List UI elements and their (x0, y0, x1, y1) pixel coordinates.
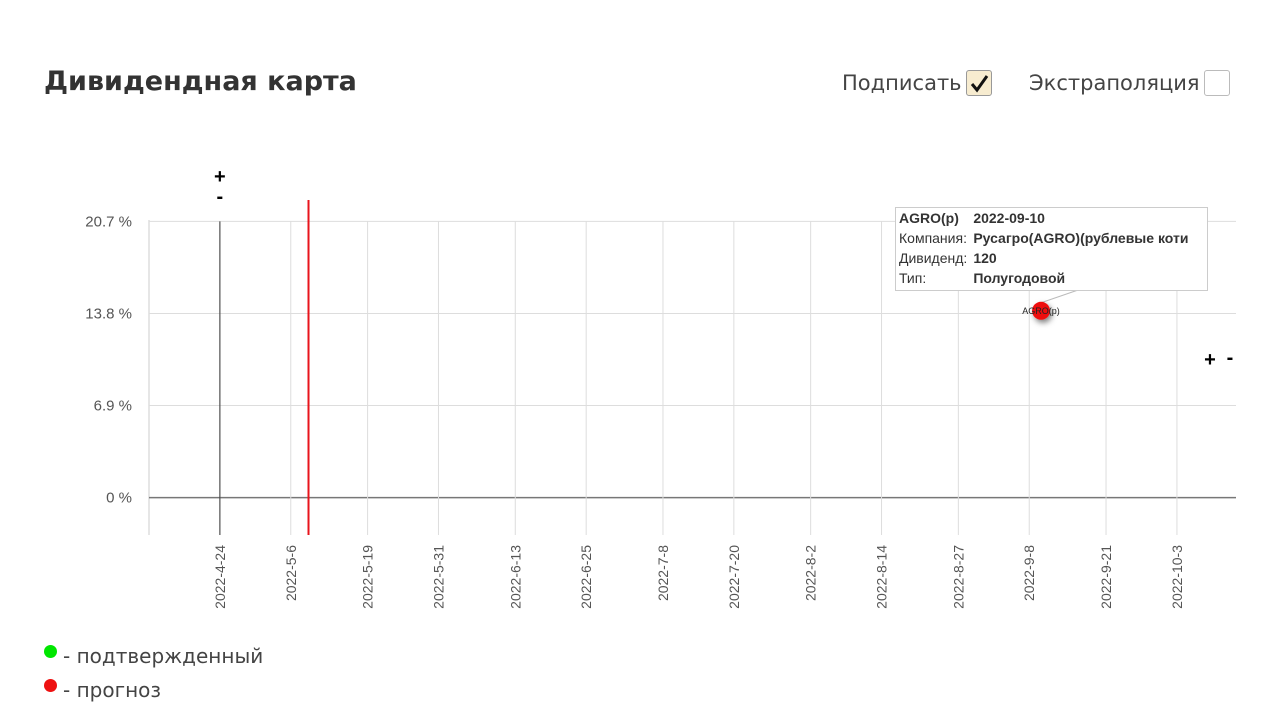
x-tick-label: 2022-6-13 (507, 545, 523, 609)
tooltip-cell: Дивиденд: (899, 250, 968, 266)
tooltip: AGRO(p) 2022-09-10 Компания: Русагро(AGRO)(… (895, 207, 1208, 291)
x-tick-label: 2022-7-20 (726, 545, 742, 609)
x-tick-label: 2022-5-19 (360, 545, 376, 609)
option-label: Экстраполяция (1029, 71, 1200, 95)
y-tick-label: 20.7 % (85, 213, 132, 230)
tooltip-row: Дивиденд: 120 (896, 248, 1191, 268)
zoom-button[interactable]: + (214, 166, 226, 188)
legend-label: - прогноз (63, 678, 162, 702)
page-title: Дивидендная карта (44, 66, 357, 97)
checkbox[interactable] (965, 70, 992, 96)
y-tick-label: 13.8 % (85, 305, 132, 322)
tooltip-row: Тип: Полугодовой (896, 268, 1191, 288)
x-tick-label: 2022-9-21 (1098, 545, 1114, 609)
zoom-button[interactable]: - (1227, 347, 1234, 369)
tooltip-cell: AGRO(p) (899, 210, 959, 226)
x-tick-label: 2022-4-24 (212, 545, 228, 609)
tooltip-cell: 120 (973, 250, 997, 266)
tooltip-cell: Русагро(AGRO)(рублевые коти (973, 230, 1189, 246)
x-tick-label: 2022-6-25 (578, 545, 594, 609)
tooltip-cell: Компания: (899, 230, 967, 246)
x-tick-label: 2022-10-3 (1169, 545, 1185, 609)
legend-label: - подтвержденный (63, 644, 264, 668)
check-mark (970, 75, 988, 93)
checkbox[interactable] (1203, 70, 1230, 96)
option-label: Подписать (842, 71, 962, 95)
x-tick-label: 2022-9-8 (1021, 545, 1037, 601)
x-tick-label: 2022-7-8 (655, 545, 671, 601)
x-tick-label: 2022-5-31 (430, 545, 446, 609)
tooltip-cell: Полугодовой (973, 270, 1066, 286)
x-tick-label: 2022-8-2 (803, 545, 819, 601)
x-tick-label: 2022-5-6 (283, 545, 299, 601)
point[interactable] (1032, 301, 1051, 320)
y-tick-label: 6.9 % (94, 398, 132, 415)
y-tick-label: 0 % (106, 490, 132, 507)
tooltip-cell: 2022-09-10 (973, 210, 1045, 226)
legend-dot (44, 644, 57, 658)
x-tick-label: 2022-8-27 (950, 545, 966, 609)
option[interactable]: Подписать (842, 70, 992, 96)
legend-dot (44, 678, 57, 692)
legend-entry: - подтвержденный (44, 644, 263, 668)
option[interactable]: Экстраполяция (1029, 70, 1230, 96)
tooltip-row: Компания: Русагро(AGRO)(рублевые коти (896, 228, 1191, 248)
tooltip-pointer (1040, 288, 1082, 304)
legend-entry: - прогноз (44, 678, 161, 702)
tooltip-row: AGRO(p) 2022-09-10 (896, 208, 1191, 228)
point-label: AGRO(p) (1022, 306, 1060, 316)
zoom-button[interactable]: - (217, 186, 224, 208)
zoom-button[interactable]: + (1204, 349, 1216, 371)
tooltip-cell: Тип: (899, 270, 927, 286)
x-tick-label: 2022-8-14 (874, 545, 890, 609)
